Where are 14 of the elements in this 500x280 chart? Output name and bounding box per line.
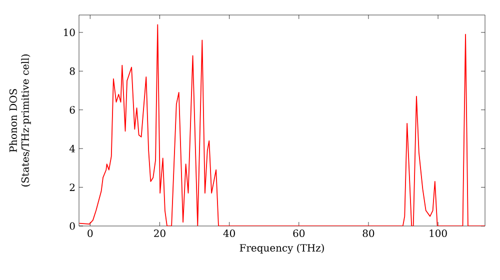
x-tick-label: 0 [88, 230, 93, 238]
y-axis-title: Phonon DOS (States/THz·primitive cell) [9, 54, 31, 186]
x-tick-label: 100 [430, 230, 447, 238]
y-tick-label: 2 [70, 184, 75, 191]
y-tick-label: 8 [70, 67, 75, 75]
x-axis-title: Frequency (THz) [240, 244, 324, 254]
x-tick-label: 40 [223, 230, 235, 238]
y-tick-label: 0 [70, 222, 75, 230]
x-tick-label: 80 [362, 230, 374, 238]
x-tick-label: 60 [293, 230, 305, 238]
y-tick-label: 6 [70, 106, 75, 114]
x-tick-label: 20 [154, 230, 166, 238]
y-tick-label: 10 [64, 28, 75, 36]
y-tick-label: 4 [69, 144, 75, 152]
